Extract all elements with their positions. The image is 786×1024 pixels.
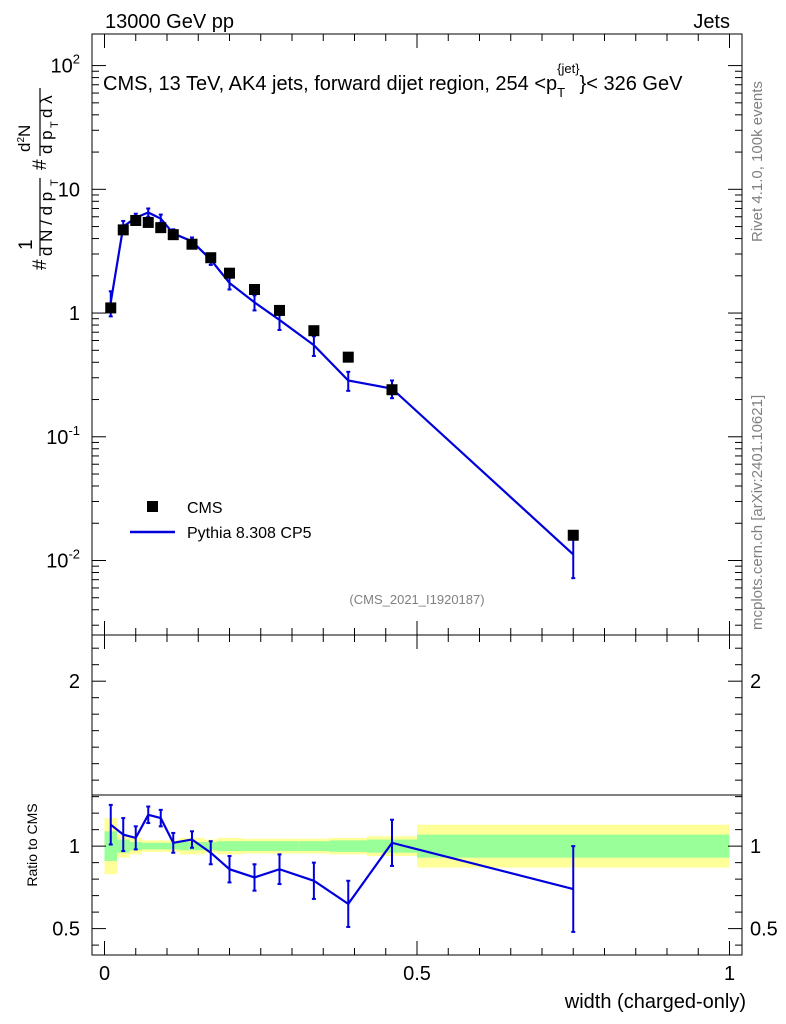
band-inner-11 — [298, 841, 330, 852]
cms-point-12 — [342, 351, 354, 363]
cms-point-5 — [167, 229, 179, 241]
cms-point-3 — [142, 216, 154, 228]
x-tick-label-1: 0.5 — [403, 963, 431, 985]
x-axis-label: width (charged-only) — [564, 991, 746, 1013]
cms-point-6 — [186, 238, 198, 250]
band-inner-8 — [217, 841, 242, 852]
cms-point-9 — [249, 283, 260, 295]
axis-ticks — [92, 34, 742, 955]
analysis-tag: (CMS_2021_I1920187) — [349, 592, 484, 607]
y-axis-label-main: # 1 d N / d p T # d2N d p T d λ — [14, 88, 63, 270]
y-tick-label-main-1: 10-1 — [46, 423, 80, 449]
x-tick-label-0: 0 — [99, 963, 110, 985]
cms-point-11 — [308, 325, 320, 337]
legend-cms-label: CMS — [187, 500, 223, 517]
y-axis-label-ratio: Ratio to CMS — [24, 803, 40, 886]
band-inner-0 — [104, 831, 117, 861]
y-tick-label-ratio-l-0: 0.5 — [52, 919, 80, 941]
pythia-main-line — [109, 211, 574, 556]
title-prefix: CMS, 13 TeV, AK4 jets, forward dijet reg… — [103, 73, 557, 95]
y-tick-label-main-4: 102 — [51, 52, 80, 78]
legend-cms-marker — [147, 501, 158, 512]
band-inner-3 — [142, 842, 155, 850]
cms-point-1 — [117, 224, 129, 236]
chart-marks — [105, 207, 579, 933]
band-inner-9 — [242, 841, 267, 852]
y-tick-label-ratio-l-1: 1 — [69, 836, 80, 858]
cms-point-13 — [386, 384, 398, 396]
band-inner-10 — [267, 841, 299, 852]
cms-point-8 — [224, 267, 235, 279]
title-sup: {jet} — [557, 61, 580, 76]
legend-pythia-label: Pythia 8.308 CP5 — [187, 525, 312, 542]
cms-point-10 — [274, 304, 285, 316]
header-right: Jets — [693, 11, 730, 33]
title-sub: T — [557, 85, 565, 100]
y-tick-label-ratio-r-2: 2 — [750, 671, 761, 693]
uncertainty-bands — [104, 818, 730, 875]
header-left: 13000 GeV pp — [105, 11, 234, 33]
cms-point-14 — [567, 529, 579, 541]
legend: CMS Pythia 8.308 CP5 — [130, 500, 312, 542]
y-tick-label-ratio-r-0: 0.5 — [750, 919, 778, 941]
y-tick-label-ratio-l-2: 2 — [69, 671, 80, 693]
cms-point-2 — [130, 214, 142, 226]
ylabel-main-text: # 1 d N / d p T # d2N d p T d λ — [14, 95, 63, 270]
cms-point-7 — [205, 252, 217, 264]
title-suffix: }< 326 GeV — [580, 73, 684, 95]
y-tick-label-main-2: 1 — [69, 303, 80, 325]
mcplots-credit: mcplots.cern.ch [arXiv:2401.10621] — [749, 395, 766, 630]
cms-point-0 — [105, 302, 117, 314]
tick-labels: 0 0.5 1 10-2 10-1 1 10 102 0.5 0.5 1 1 2 2 — [46, 52, 778, 985]
band-inner-12 — [329, 840, 367, 852]
y-tick-label-main-0: 10-2 — [46, 547, 80, 573]
main-panel-frame — [91, 33, 743, 636]
rivet-version: Rivet 4.1.0, 100k events — [749, 81, 766, 242]
y-tick-label-ratio-r-1: 1 — [750, 836, 761, 858]
cms-point-4 — [155, 222, 167, 234]
chart-title: CMS, 13 TeV, AK4 jets, forward dijet reg… — [103, 61, 683, 100]
x-tick-label-2: 1 — [724, 963, 735, 985]
y-tick-label-main-3: 10 — [58, 179, 80, 201]
band-inner-4 — [154, 842, 167, 850]
